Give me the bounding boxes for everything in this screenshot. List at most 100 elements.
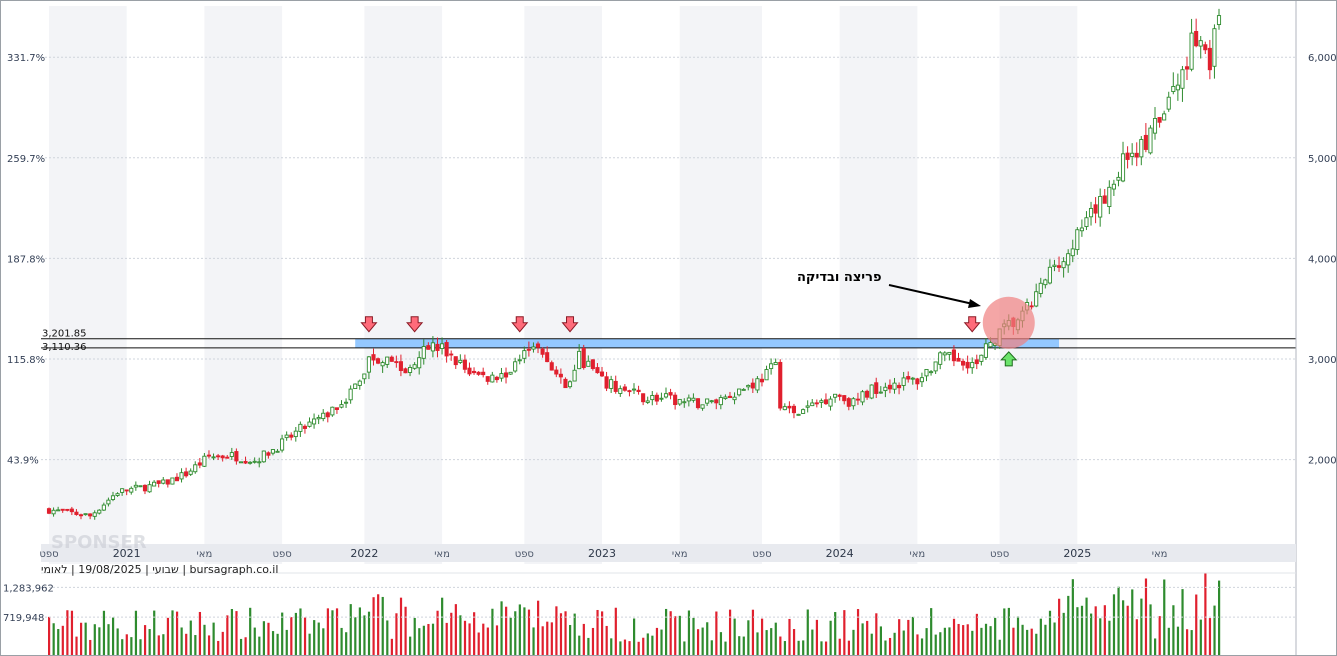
volume-bar: [633, 618, 636, 655]
candle-body: [385, 356, 390, 365]
annotation-arrow-head: [968, 299, 981, 308]
volume-bar: [655, 627, 659, 655]
volume-bar: [523, 607, 526, 655]
candle-body: [604, 376, 609, 389]
y-right-tick-label: 6,000: [1308, 53, 1336, 64]
candle-body: [216, 455, 221, 458]
volume-bar: [143, 625, 147, 655]
candle-body: [782, 406, 787, 411]
horizontal-levels: 3,201.85 3,110.36: [41, 329, 1296, 353]
y-right-tick-label: 5,000: [1308, 154, 1336, 165]
candle-body: [307, 421, 312, 427]
volume-bar: [765, 630, 768, 655]
volume-bar: [134, 610, 138, 655]
volume-bar: [1186, 629, 1189, 655]
candle-body: [316, 417, 321, 420]
volume-bar: [358, 607, 361, 655]
volume-bar: [824, 641, 828, 655]
volume-bar: [920, 638, 924, 655]
volume-bar: [377, 594, 380, 655]
x-tick-label: מאי: [672, 549, 688, 560]
volume-bar: [852, 629, 855, 655]
candle-body: [586, 360, 591, 367]
candle-body: [439, 343, 445, 349]
candle-body: [65, 508, 70, 511]
candle-body: [540, 348, 545, 355]
candle-body: [252, 460, 257, 463]
volume-bar: [1003, 608, 1006, 655]
volume-bar: [1126, 605, 1129, 655]
candle-body: [1207, 47, 1212, 71]
background-band: [49, 6, 127, 564]
candle-body: [1203, 44, 1208, 51]
candle-body: [120, 488, 125, 493]
candle-body: [376, 358, 381, 364]
candle-body: [238, 461, 244, 464]
candle-body: [92, 512, 97, 517]
candle-body: [887, 384, 892, 390]
volume-bar: [93, 624, 96, 655]
volume-bar: [1181, 589, 1184, 655]
y-right-tick-label: 4,000: [1308, 254, 1336, 265]
volume-bar: [267, 622, 270, 655]
background-band: [524, 6, 603, 564]
x-tick-label: ספט: [272, 549, 291, 560]
volume-bar: [715, 611, 718, 655]
volume-tick-label: 1,283,962: [3, 583, 54, 594]
signal-down-arrow: [360, 316, 378, 333]
candle-body: [170, 477, 175, 485]
candle-body: [695, 398, 701, 409]
candle-body: [344, 401, 349, 404]
volume-bar: [669, 611, 672, 655]
x-tick-label: 2021: [113, 547, 141, 560]
volume-bar: [861, 623, 864, 655]
candle-body: [261, 450, 266, 463]
source-line: שבועי | 19/08/2025 | לאומי | bursagraph.…: [41, 563, 278, 576]
candle-body: [462, 359, 467, 370]
x-tick-label: 2022: [350, 547, 378, 560]
candle-body: [74, 511, 79, 515]
volume-bar: [582, 623, 585, 655]
candle-body: [481, 371, 486, 376]
volume-bar: [1021, 624, 1024, 655]
candle-body: [197, 462, 202, 466]
candle-body: [929, 371, 934, 374]
volume-bar: [171, 610, 174, 655]
volume-bar: [934, 634, 937, 655]
y-left-tick-label: 43.9%: [7, 456, 39, 467]
volume-bar: [856, 609, 860, 655]
volume-bars: 719,948 1,283,962: [3, 572, 1296, 655]
candle-body: [220, 455, 225, 459]
volume-bar: [783, 641, 787, 655]
candle-body: [339, 404, 344, 408]
volume-bar: [116, 628, 119, 655]
volume-bar: [473, 612, 476, 655]
candle-body: [83, 513, 88, 516]
volume-bar: [962, 625, 965, 655]
candle-body: [403, 368, 408, 374]
volume-bar: [48, 616, 51, 655]
candle-body: [106, 499, 111, 505]
volume-bar: [212, 622, 215, 655]
volume-bar: [70, 610, 74, 655]
candle-body: [513, 361, 518, 372]
candle-body: [202, 455, 207, 467]
volume-bar: [102, 610, 106, 655]
volume-bar: [445, 622, 448, 655]
volume-bar: [879, 626, 882, 655]
volume-bar: [930, 608, 933, 655]
candle-body: [394, 361, 399, 364]
candle-body: [1098, 196, 1103, 218]
candle-body: [668, 392, 673, 396]
candle-body: [650, 395, 655, 401]
candle-body: [622, 386, 627, 391]
volume-bar: [427, 623, 430, 655]
volume-bar: [559, 613, 563, 655]
candle-body: [289, 434, 294, 438]
volume-bar: [454, 604, 457, 655]
candle-body: [499, 373, 504, 379]
candle-body: [636, 389, 641, 392]
volume-bar: [1090, 613, 1093, 655]
volume-bar: [998, 639, 1001, 655]
